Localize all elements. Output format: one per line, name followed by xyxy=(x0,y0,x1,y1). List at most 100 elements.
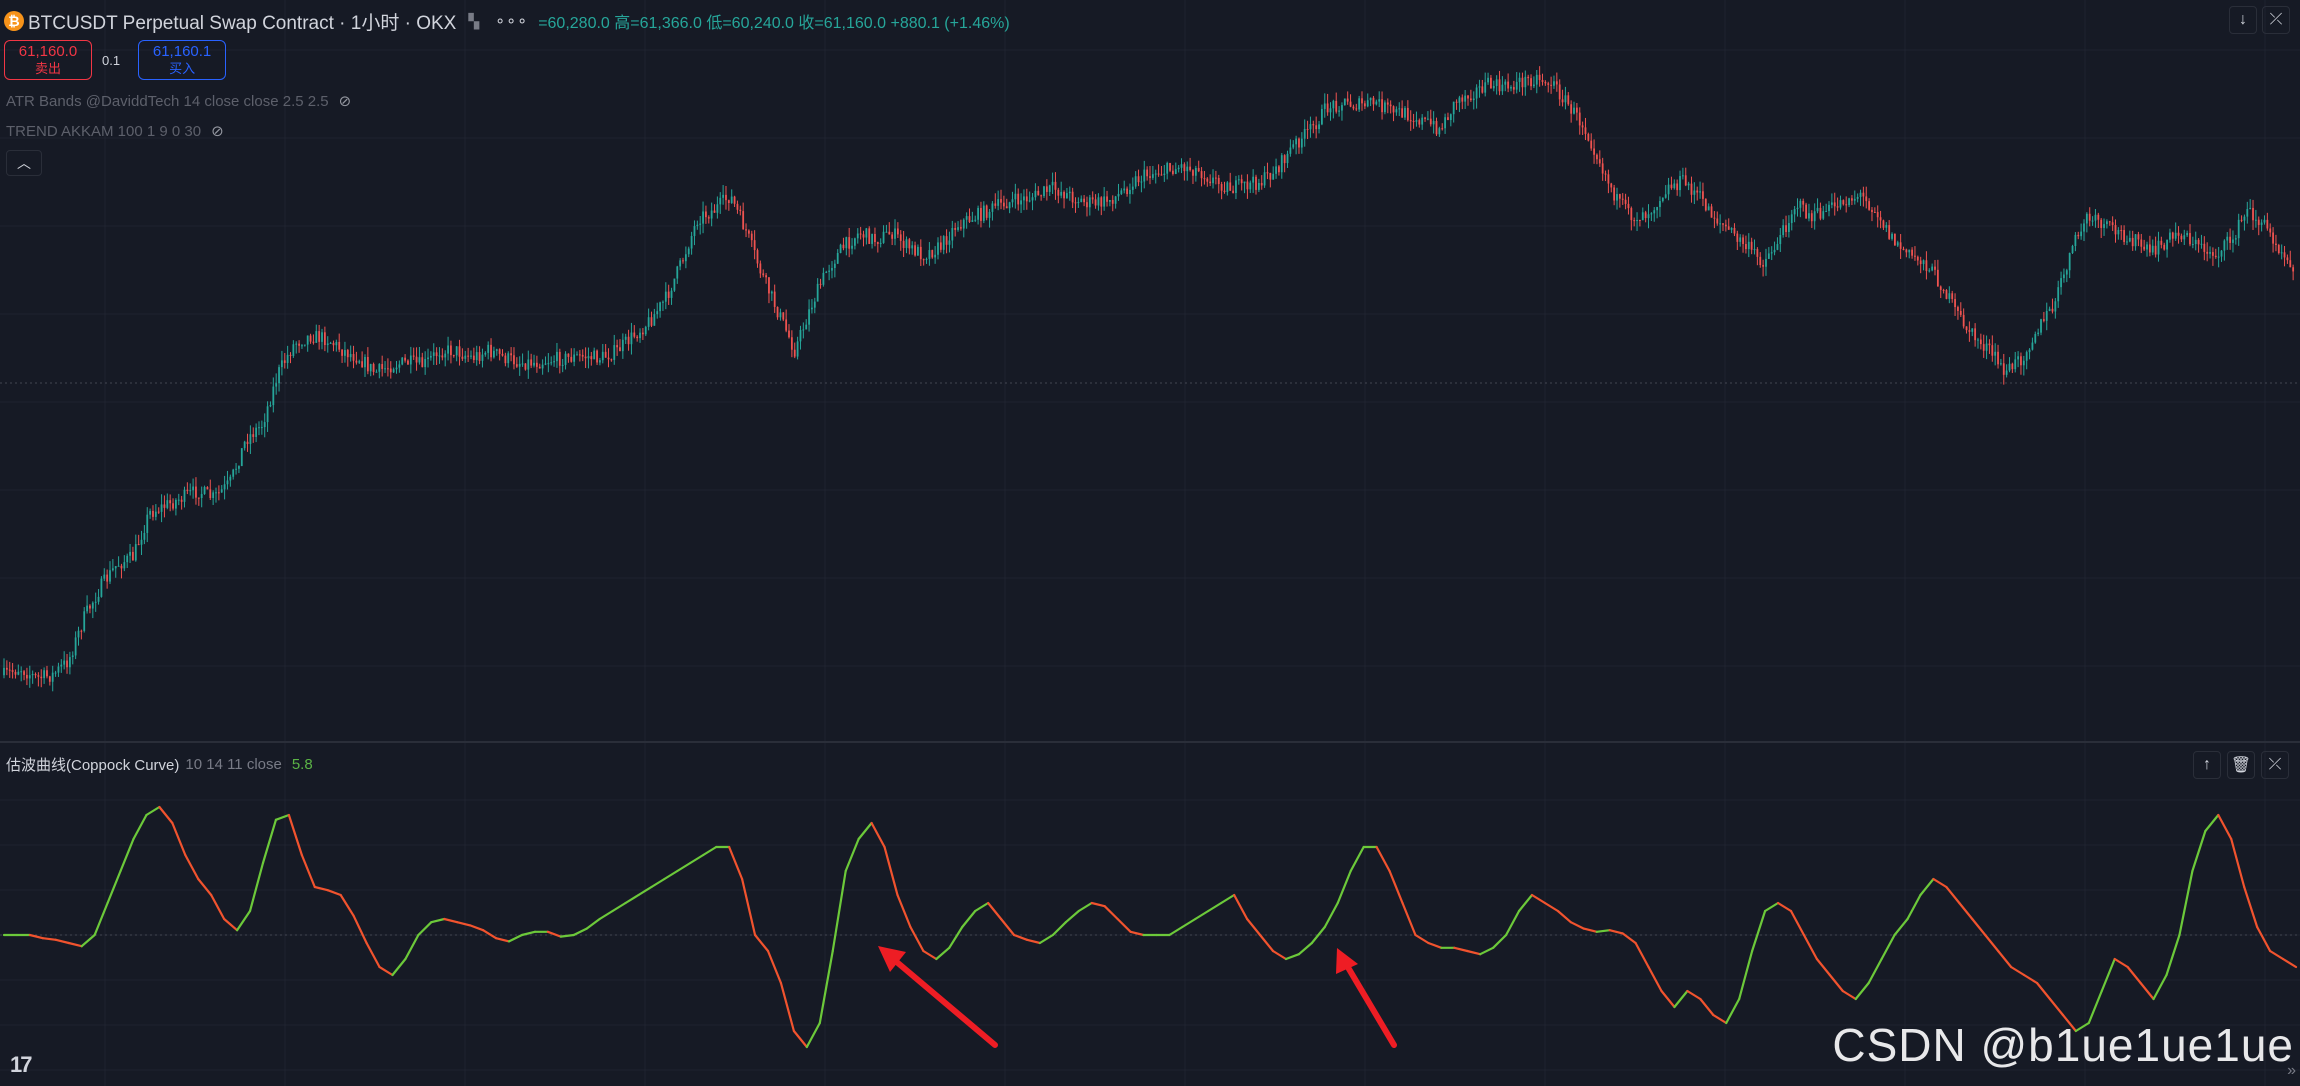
candle-body xyxy=(341,349,343,356)
candle-body xyxy=(513,355,515,365)
coppock-segment xyxy=(844,837,860,873)
candle-body xyxy=(71,655,74,658)
buy-button[interactable]: 61,160.1 买入 xyxy=(138,40,227,80)
candle-body xyxy=(1332,100,1335,109)
collapse-pane-button[interactable]: ⤫ xyxy=(2262,6,2290,34)
candle-body xyxy=(427,357,429,360)
coppock-pane-legend[interactable]: 估波曲线(Coppock Curve) 10 14 11 close 5.8 xyxy=(6,754,313,775)
maximize-pane-button[interactable]: ⤫ xyxy=(2261,751,2289,779)
candle-body xyxy=(1876,212,1879,218)
candle-body xyxy=(848,237,851,249)
candle-body xyxy=(306,335,309,345)
candle-body xyxy=(2269,228,2272,233)
candle-body xyxy=(1747,241,1750,250)
coppock-segment xyxy=(1246,917,1262,937)
candle-body xyxy=(1154,173,1157,175)
coppock-segment xyxy=(1220,893,1236,905)
candle-body xyxy=(1166,162,1169,174)
candle-body xyxy=(951,227,954,241)
candle-body xyxy=(1667,184,1670,195)
candle-body xyxy=(1455,101,1458,103)
quantity-value[interactable]: 0.1 xyxy=(102,52,121,68)
flag-icon[interactable]: ▚ xyxy=(468,12,480,29)
more-icon[interactable]: ∘∘∘ xyxy=(495,13,529,30)
coppock-segment xyxy=(2281,957,2298,969)
coppock-segment xyxy=(248,861,265,913)
candle-body xyxy=(1235,180,1237,193)
candle-body xyxy=(441,355,444,358)
coppock-segment xyxy=(676,861,692,873)
coppock-segment xyxy=(2010,965,2026,977)
eye-hidden-icon[interactable]: ⊘ xyxy=(338,93,352,110)
candle-body xyxy=(644,326,647,335)
candle-body xyxy=(1478,86,1481,88)
candle-body xyxy=(504,355,507,364)
candle-body xyxy=(117,565,120,567)
candle-body xyxy=(584,356,587,359)
candle-body xyxy=(1985,343,1988,351)
coppock-curve-line xyxy=(2,805,2298,1049)
candle-body xyxy=(601,351,604,361)
candle-body xyxy=(2189,233,2191,245)
sell-button[interactable]: 61,160.0 卖出 xyxy=(4,40,92,80)
candle-body xyxy=(289,354,292,356)
candle-body xyxy=(739,209,742,212)
candle-body xyxy=(1544,81,1547,84)
candle-body xyxy=(1644,212,1647,219)
tradingview-logo[interactable]: 17 xyxy=(10,1052,33,1077)
indicator-trend-akkam[interactable]: TREND AKKAM 100 1 9 0 30 ⊘ xyxy=(6,122,224,141)
candle-body xyxy=(868,228,871,244)
candle-body xyxy=(1068,191,1071,194)
buy-price: 61,160.1 xyxy=(152,43,212,60)
candle-body xyxy=(493,350,495,358)
coppock-segment xyxy=(1997,949,2013,969)
candle-body xyxy=(223,484,226,490)
candle-body xyxy=(1716,218,1719,224)
scroll-down-button[interactable]: ↓ xyxy=(2229,6,2257,34)
candle-body xyxy=(301,345,303,347)
candle-body xyxy=(83,611,86,631)
symbol-title[interactable]: BTCUSDT Perpetual Swap Contract · 1小时 · … xyxy=(28,12,457,34)
indicator-atr-bands[interactable]: ATR Bands @DaviddTech 14 close close 2.5… xyxy=(6,92,352,111)
candle-body xyxy=(2240,219,2243,221)
coppock-segment xyxy=(1828,973,1844,993)
candle-body xyxy=(1415,120,1418,122)
candle-body xyxy=(782,312,785,320)
candle-body xyxy=(1550,84,1552,86)
candle-body xyxy=(696,224,699,227)
candle-body xyxy=(177,499,180,501)
coppock-segment xyxy=(935,946,951,961)
collapse-indicators-button[interactable]: ︿ xyxy=(6,150,42,176)
candle-body xyxy=(412,355,415,357)
candle-body xyxy=(2068,253,2071,271)
candle-body xyxy=(2263,219,2266,223)
coppock-segment xyxy=(1012,933,1029,941)
coppock-segment xyxy=(585,917,601,930)
candle-body xyxy=(1928,270,1931,272)
coppock-segment xyxy=(1880,933,1896,961)
candle-body xyxy=(1633,220,1636,222)
candle-body xyxy=(63,660,66,665)
candle-body xyxy=(2146,244,2148,250)
candle-body xyxy=(1063,191,1065,199)
move-pane-up-button[interactable]: ↑ xyxy=(2193,751,2221,779)
delete-pane-button[interactable]: 🗑 xyxy=(2227,751,2255,779)
candle-body xyxy=(533,362,535,366)
ohlc-values: =60,280.0 高=61,366.0 低=60,240.0 收=61,160… xyxy=(538,15,1010,32)
candle-body xyxy=(1197,167,1200,172)
coppock-segment xyxy=(792,1029,808,1049)
candle-body xyxy=(1547,83,1550,85)
coppock-segment xyxy=(352,914,368,945)
candle-body xyxy=(682,260,684,262)
candle-body xyxy=(392,369,395,373)
candle-body xyxy=(1174,169,1177,174)
candle-body xyxy=(1309,124,1312,130)
candle-body xyxy=(438,355,441,357)
eye-hidden-icon[interactable]: ⊘ xyxy=(211,123,224,140)
candle-body xyxy=(366,357,369,372)
candle-body xyxy=(1149,176,1151,178)
coppock-segment xyxy=(922,949,938,961)
double-chevron-right-icon[interactable]: » xyxy=(2287,1062,2296,1079)
